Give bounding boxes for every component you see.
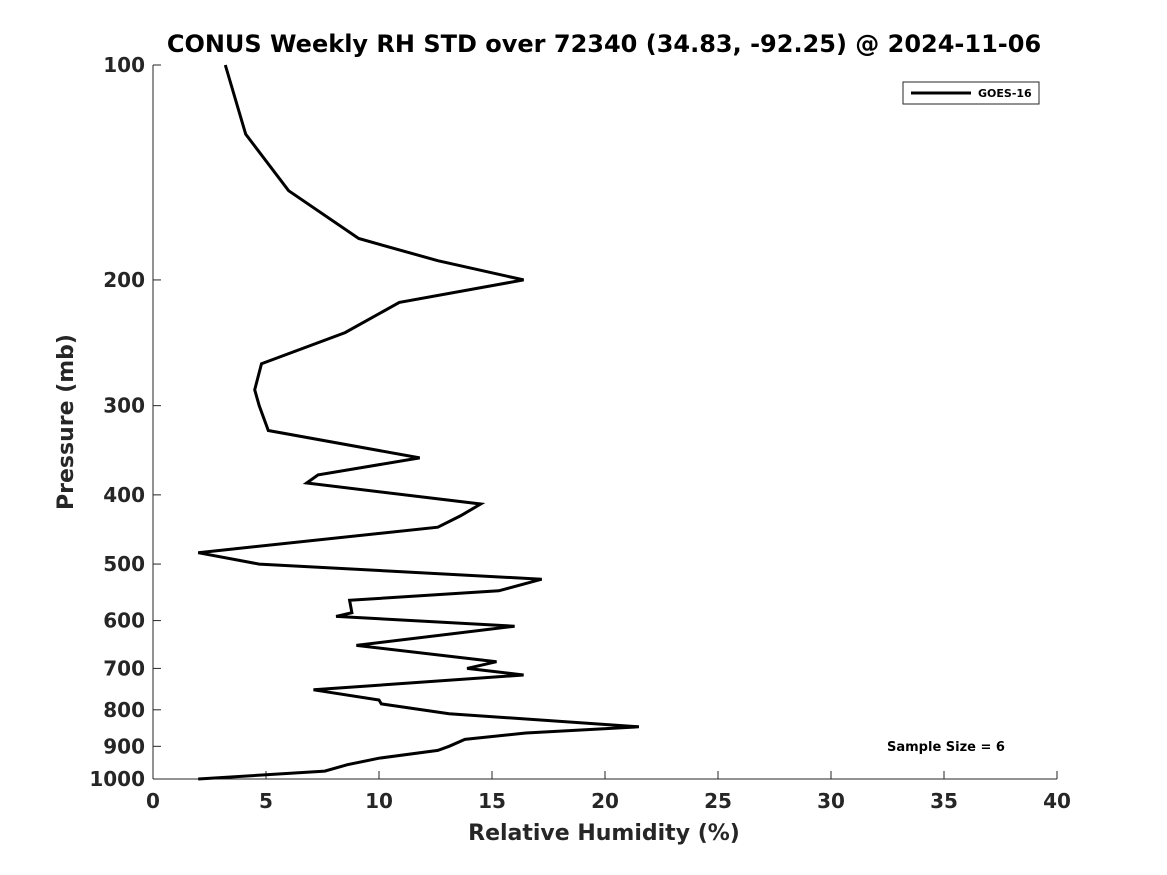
- x-tick-label: 35: [930, 789, 958, 813]
- legend-label-goes-16: GOES-16: [978, 87, 1032, 100]
- chart-title: CONUS Weekly RH STD over 72340 (34.83, -…: [167, 30, 1041, 58]
- x-tick-label: 40: [1043, 789, 1071, 813]
- x-ticks: 0 5 10 15 20 25 30 35 40: [146, 771, 1071, 813]
- legend: GOES-16: [902, 81, 1040, 105]
- series-line-goes-16: [197, 64, 640, 781]
- y-ticks: 100 200 300 400 500 600 700 800 900 1000: [89, 53, 161, 791]
- x-tick-label: 20: [591, 789, 619, 813]
- x-tick-label: 5: [259, 789, 273, 813]
- y-tick-label: 200: [103, 268, 145, 292]
- x-tick-label: 30: [817, 789, 845, 813]
- y-tick-label: 700: [103, 656, 145, 680]
- y-tick-label: 400: [103, 483, 145, 507]
- x-tick-label: 15: [478, 789, 506, 813]
- x-axis-label: Relative Humidity (%): [468, 821, 740, 846]
- y-tick-label: 100: [103, 53, 145, 77]
- y-tick-label: 1000: [89, 767, 145, 791]
- y-tick-label: 600: [103, 609, 145, 633]
- y-tick-label: 500: [103, 552, 145, 576]
- sample-size-annotation: Sample Size = 6: [887, 740, 1005, 755]
- y-tick-label: 800: [103, 698, 145, 722]
- x-tick-label: 10: [365, 789, 393, 813]
- x-tick-label: 0: [146, 789, 160, 813]
- x-tick-label: 25: [704, 789, 732, 813]
- y-tick-label: 900: [103, 734, 145, 758]
- y-tick-label: 300: [103, 394, 145, 418]
- series-layer: [197, 64, 640, 781]
- y-axis-label: Pressure (mb): [54, 334, 79, 510]
